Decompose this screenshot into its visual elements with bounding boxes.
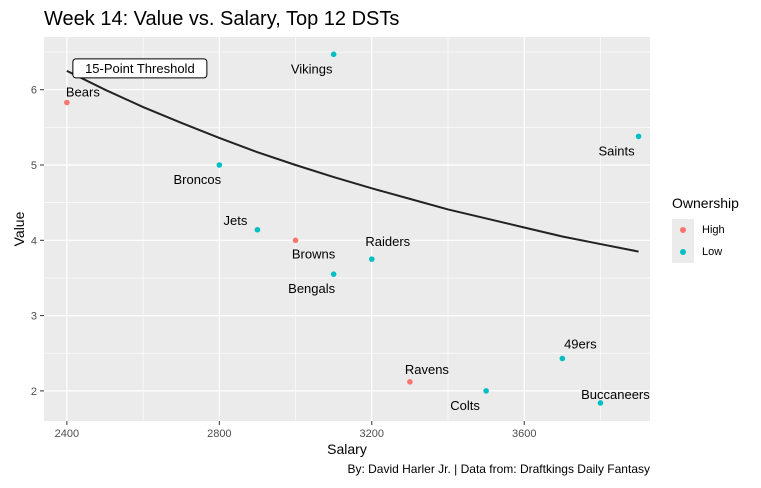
data-point-jets: [254, 226, 261, 233]
point-label-jets: Jets: [224, 213, 248, 228]
data-point-buccaneers: [597, 400, 604, 406]
y-tick-label: 3: [31, 311, 37, 323]
data-point-vikings: [330, 51, 337, 58]
x-axis-label: Salary: [327, 441, 367, 457]
x-tick-label: 2800: [207, 428, 231, 440]
y-tick-label: 4: [31, 235, 37, 247]
point-label-bengals: Bengals: [288, 281, 335, 296]
data-point-ravens: [407, 379, 413, 385]
data-point-bengals: [330, 271, 337, 277]
plot-panel: [44, 37, 650, 421]
y-tick-label: 5: [31, 160, 37, 172]
chart-title: Week 14: Value vs. Salary, Top 12 DSTs: [44, 8, 400, 30]
point-label-49ers: 49ers: [564, 337, 597, 352]
threshold-line: [66, 69, 639, 253]
caption: By: David Harler Jr. | Data from: Draftk…: [347, 462, 650, 476]
x-tick-label: 3200: [360, 428, 384, 440]
legend-label-high: High: [702, 224, 725, 236]
data-point-saints: [635, 133, 642, 140]
data-point-broncos: [216, 162, 223, 168]
y-axis-label: Value: [11, 211, 27, 246]
point-label-colts: Colts: [450, 398, 480, 413]
legend-label-low: Low: [702, 246, 723, 258]
data-point-browns: [292, 237, 299, 244]
y-tick-label: 6: [31, 85, 37, 97]
point-label-raiders: Raiders: [365, 234, 410, 249]
legend-item-high: High: [672, 219, 739, 241]
point-label-bears: Bears: [66, 85, 100, 100]
point-label-broncos: Broncos: [173, 172, 221, 187]
data-point-49ers: [559, 355, 566, 362]
x-tick-label: 3600: [512, 428, 536, 440]
data-point-colts: [483, 388, 489, 394]
point-label-saints: Saints: [598, 143, 635, 158]
data-point-bears: [64, 99, 70, 106]
point-label-buccaneers: Buccaneers: [581, 387, 650, 402]
legend-title: Ownership: [672, 195, 739, 211]
x-tick-label: 2400: [55, 428, 79, 440]
legend-dot-low: [680, 249, 686, 255]
legend-key-high: [672, 219, 694, 241]
threshold-annotation-box: [72, 58, 208, 79]
point-label-ravens: Ravens: [405, 362, 450, 377]
y-tick-label: 2: [31, 386, 37, 398]
threshold-annotation-label: 15-Point Threshold: [85, 61, 195, 76]
legend-item-low: Low: [672, 241, 739, 263]
legend-dot-high: [680, 227, 686, 233]
point-label-browns: Browns: [292, 246, 336, 261]
legend-key-low: [672, 241, 694, 263]
legend: Ownership High Low: [672, 195, 739, 263]
point-label-vikings: Vikings: [291, 61, 333, 76]
data-point-raiders: [368, 256, 375, 262]
